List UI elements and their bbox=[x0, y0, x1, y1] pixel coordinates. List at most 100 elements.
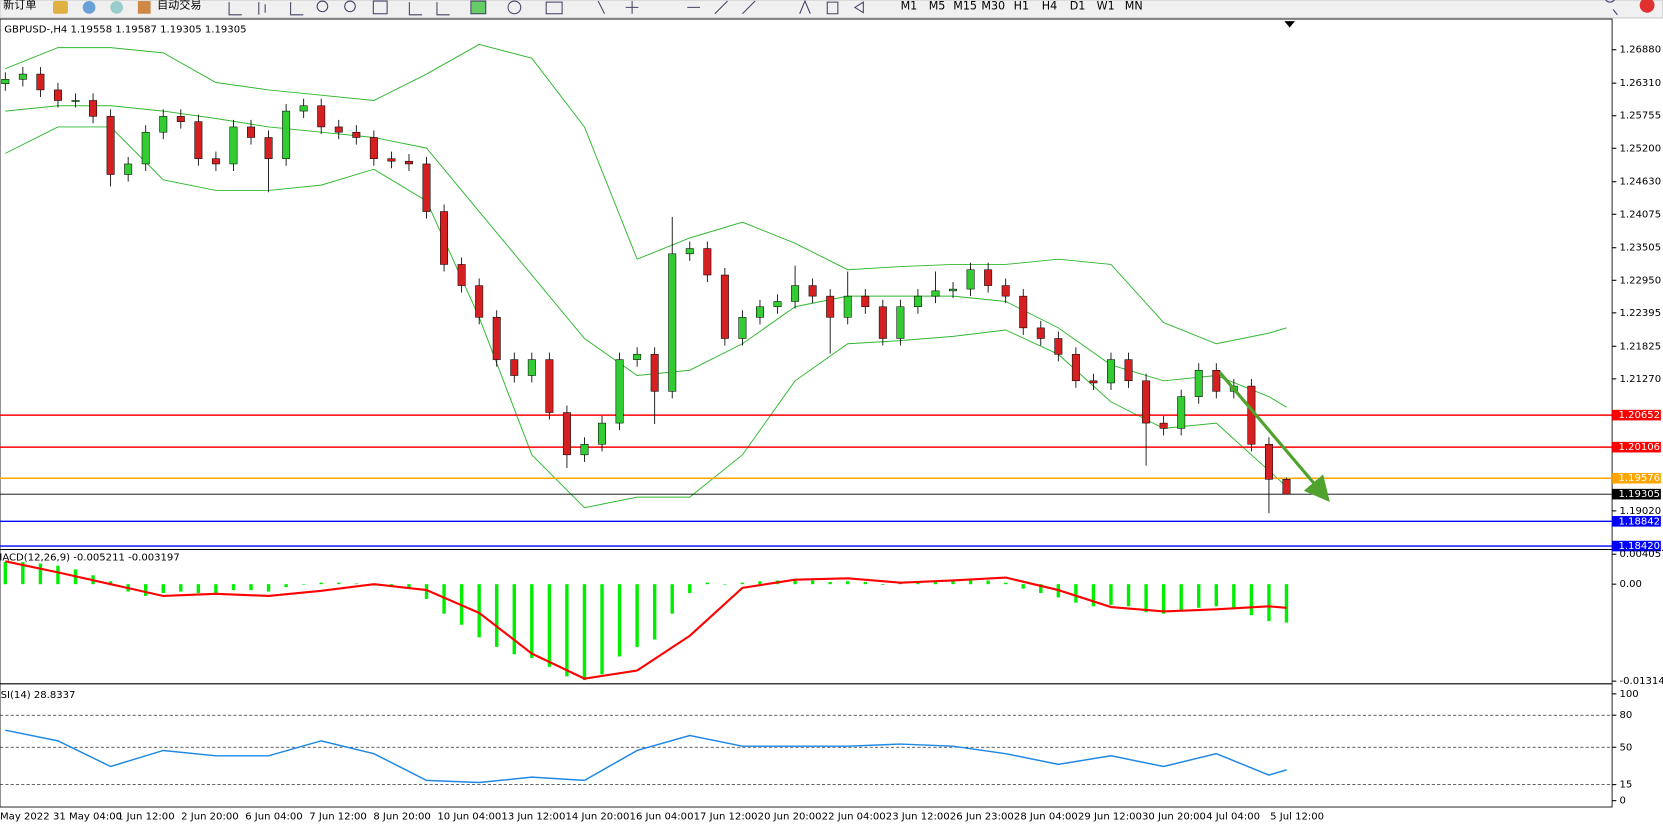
candle-body bbox=[527, 359, 536, 376]
macd-bar bbox=[933, 581, 938, 585]
macd-bar bbox=[1267, 584, 1271, 622]
macd-bar bbox=[3, 562, 7, 585]
y-tick-label: 0.00 bbox=[1620, 579, 1642, 590]
macd-bar bbox=[407, 584, 411, 589]
macd-bar bbox=[968, 579, 973, 585]
icon[interactable] bbox=[110, 1, 124, 14]
candle-body bbox=[773, 301, 782, 308]
icon[interactable] bbox=[53, 1, 68, 14]
candle-body bbox=[176, 116, 185, 122]
icon[interactable] bbox=[597, 0, 864, 15]
timeframe-button[interactable]: M5 bbox=[929, 0, 946, 12]
candle-body bbox=[1159, 422, 1168, 429]
icon[interactable] bbox=[545, 1, 563, 15]
macd-bar bbox=[1144, 584, 1148, 613]
x-tick-label: 31 May 04:00 bbox=[53, 812, 122, 823]
tool-icons bbox=[228, 0, 864, 16]
candle-body bbox=[1177, 396, 1186, 429]
macd-bar bbox=[1179, 584, 1183, 611]
y-tick-label: 50 bbox=[1620, 742, 1633, 753]
auto-trading-button[interactable]: 自动交易 bbox=[157, 0, 201, 11]
timeframe-button[interactable]: H1 bbox=[1014, 0, 1029, 12]
candle-body bbox=[633, 354, 642, 360]
candle-body bbox=[1212, 369, 1221, 392]
timeframe-button[interactable]: W1 bbox=[1097, 0, 1115, 12]
new-order-button[interactable]: 新订单 bbox=[3, 0, 36, 11]
y-tick-label: 0.004057 bbox=[1620, 549, 1663, 560]
candle-body bbox=[457, 264, 466, 286]
candle-body bbox=[352, 131, 361, 138]
y-tick-label: 1.21825 bbox=[1620, 341, 1662, 352]
rsi-title: RSI(14) 28.8337 bbox=[0, 690, 75, 701]
macd-bar bbox=[424, 584, 429, 599]
price-level-box bbox=[1612, 441, 1661, 453]
y-tick-label: 1.23505 bbox=[1620, 243, 1662, 254]
price-level-box bbox=[1612, 409, 1661, 421]
chart-area bbox=[0, 18, 1613, 808]
y-tick-label: 1.25200 bbox=[1620, 143, 1662, 154]
price-level-box bbox=[1612, 472, 1661, 484]
timeframe-button[interactable]: D1 bbox=[1070, 0, 1086, 12]
macd-title: MACD(12,26,9) -0.005211 -0.003197 bbox=[0, 552, 180, 563]
macd-bar bbox=[319, 582, 323, 585]
icon[interactable] bbox=[228, 2, 304, 16]
timeframe-button[interactable]: M1 bbox=[901, 0, 918, 12]
timeframe-button[interactable]: H4 bbox=[1042, 0, 1057, 12]
macd-bar bbox=[793, 579, 797, 585]
axis-labels: 1.26880 1.26310 1.25755 1.25200 1.24630 1.240… bbox=[0, 45, 1663, 823]
candle-body bbox=[71, 100, 80, 102]
rsi-line bbox=[5, 729, 1287, 784]
macd-bar bbox=[1214, 584, 1218, 607]
macd-bar bbox=[1091, 584, 1096, 607]
candle-body bbox=[124, 163, 133, 175]
icon[interactable] bbox=[470, 0, 487, 15]
candle-body bbox=[896, 306, 905, 339]
candle-body bbox=[650, 354, 659, 392]
macd-bar bbox=[337, 582, 341, 585]
candle-body bbox=[931, 290, 940, 297]
macd-bar bbox=[1039, 584, 1043, 594]
y-tick-label: 80 bbox=[1620, 710, 1633, 721]
y-tick-label: 15 bbox=[1620, 780, 1633, 791]
icon[interactable] bbox=[344, 0, 356, 13]
timeframe-button[interactable]: M15 bbox=[953, 0, 977, 12]
icon[interactable] bbox=[408, 2, 450, 16]
macd-bar bbox=[1249, 584, 1254, 616]
macd-bar bbox=[740, 582, 745, 585]
candle-body bbox=[141, 131, 150, 165]
candle-body bbox=[387, 158, 396, 162]
candle-body bbox=[159, 116, 168, 133]
price-level-box bbox=[1612, 516, 1661, 527]
timeframe-button[interactable]: MN bbox=[1125, 0, 1143, 12]
macd-bar bbox=[144, 584, 148, 596]
macd-bar bbox=[723, 584, 727, 585]
price-level-box bbox=[1612, 540, 1661, 552]
macd-bar bbox=[266, 584, 271, 592]
candle-body bbox=[861, 295, 870, 308]
x-tick-label: 2 Jun 20:00 bbox=[181, 812, 239, 823]
icon[interactable] bbox=[82, 1, 96, 14]
candle-body bbox=[668, 253, 677, 392]
candle-body bbox=[615, 359, 624, 424]
y-tick-label: 1.24630 bbox=[1620, 177, 1662, 188]
candle-body bbox=[1054, 338, 1063, 355]
icon[interactable] bbox=[507, 0, 522, 15]
candle-body bbox=[282, 110, 291, 159]
icon[interactable] bbox=[372, 0, 388, 15]
icon[interactable] bbox=[137, 1, 151, 14]
timeframe-button[interactable]: M30 bbox=[981, 0, 1005, 12]
macd-signal bbox=[5, 560, 1287, 680]
candle-body bbox=[422, 163, 431, 212]
x-tick-label: 6 Jun 04:00 bbox=[245, 812, 303, 823]
candle-body bbox=[440, 211, 449, 265]
icon[interactable] bbox=[316, 0, 329, 13]
y-tick-label: 1.21270 bbox=[1620, 374, 1662, 385]
price-level-label: 1.19305 bbox=[1618, 489, 1660, 500]
price-level-label: 1.20652 bbox=[1618, 410, 1660, 421]
macd-bar bbox=[881, 584, 885, 585]
notification-icon[interactable] bbox=[1639, 0, 1655, 13]
candle-body bbox=[334, 126, 343, 133]
macd-bar bbox=[38, 563, 43, 585]
macd-bar bbox=[951, 581, 955, 585]
search-icon[interactable] bbox=[1605, 0, 1618, 16]
